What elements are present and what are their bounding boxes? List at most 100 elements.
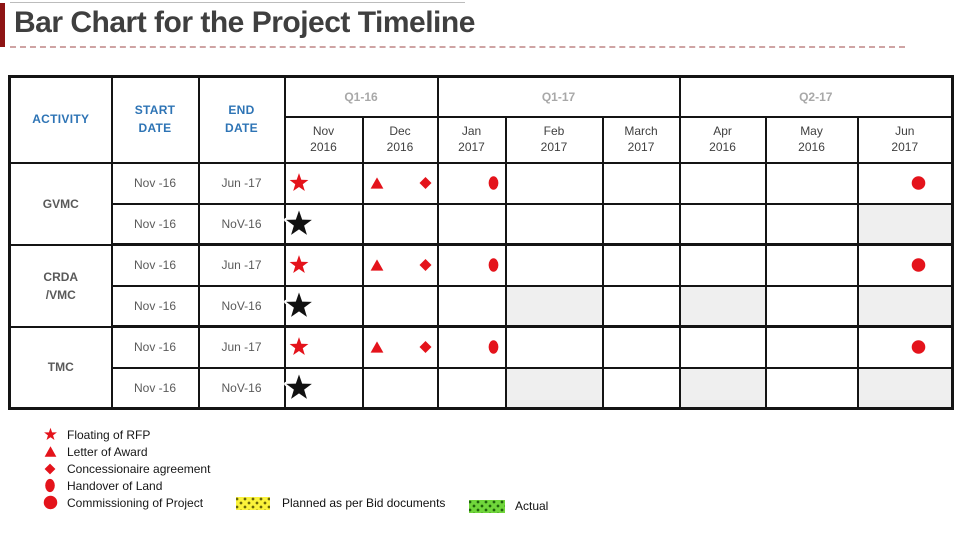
- activity-header: ACTIVITY: [8, 75, 113, 164]
- actual-bar-legend: Actual: [469, 499, 548, 513]
- legend-item: Concessionaire agreement: [38, 460, 210, 477]
- planned-bar-cell: [436, 325, 507, 369]
- floating-of-rfp-star-icon: [287, 254, 310, 276]
- month-march-2017: March 2017: [601, 115, 681, 164]
- planned-bar-cell: [856, 325, 954, 369]
- left-accent-bar: [0, 3, 5, 47]
- planned-bar-cell: [601, 325, 681, 369]
- start-date-cell: Nov -16: [110, 243, 200, 287]
- month-jun-2017: Jun 2017: [856, 115, 954, 164]
- empty-cell: [764, 366, 859, 410]
- empty-cell: [601, 202, 681, 246]
- empty-cell: [436, 366, 507, 410]
- planned-bar-cell: [856, 243, 954, 287]
- empty-cell: [601, 366, 681, 410]
- planned-bar-cell: [283, 161, 364, 205]
- end-date-cell: Jun -17: [197, 325, 286, 369]
- diamond-icon: [38, 463, 62, 475]
- month-may-2016: May 2016: [764, 115, 859, 164]
- planned-bar-cell: [504, 325, 604, 369]
- concessionaire-agreement-diamond-icon: [418, 258, 433, 273]
- planned-bar-cell: [678, 161, 767, 205]
- floating-of-rfp-star-icon: [287, 336, 310, 358]
- end-date-cell: NoV-16: [197, 202, 286, 246]
- planned-bar-cell: [436, 243, 507, 287]
- empty-gray-cell: [856, 202, 954, 246]
- end-date-cell: Jun -17: [197, 161, 286, 205]
- planned-bar-cell: [436, 161, 507, 205]
- quarter-q1-17: Q1-17: [436, 75, 681, 118]
- actual-start-black-star-icon: [283, 208, 314, 239]
- legend-item: Letter of Award: [38, 443, 210, 460]
- empty-gray-cell: [678, 366, 767, 410]
- empty-gray-cell: [678, 284, 767, 328]
- planned-bar-cell: [601, 243, 681, 287]
- gvmc-planned-row: GVMC Nov -16 Jun -17: [8, 161, 954, 246]
- tmc-actual-row: Nov -16 NoV-16: [10, 366, 954, 410]
- legend-label: Concessionaire agreement: [67, 461, 211, 476]
- actual-bar-cell: [283, 284, 364, 328]
- quarter-header-row: ACTIVITY START DATE END DATE Q1-16 Q1-17…: [8, 75, 954, 164]
- gvmc-actual-row: Nov -16 NoV-16: [10, 202, 954, 246]
- month-nov-2016: Nov 2016: [283, 115, 364, 164]
- start-date-header: START DATE: [110, 75, 200, 164]
- commissioning-of-project-circle-icon: [910, 339, 927, 356]
- planned-bar-cell: [361, 243, 439, 287]
- commissioning-of-project-circle-icon: [910, 175, 927, 192]
- crda-vmc-actual-row: Nov -16 NoV-16: [10, 284, 954, 328]
- empty-cell: [504, 202, 604, 246]
- top-divider-line: [10, 2, 465, 3]
- actual-legend-label: Actual: [515, 499, 549, 513]
- planned-bar-cell: [856, 161, 954, 205]
- month-apr-2016: Apr 2016: [678, 115, 767, 164]
- letter-of-award-triangle-icon: [369, 175, 385, 191]
- tmc-planned-row: TMC Nov -16 Jun -17: [8, 325, 954, 410]
- planned-bar-cell: [764, 161, 859, 205]
- commissioning-of-project-circle-icon: [910, 257, 927, 274]
- handover-of-land-ellipse-icon: [486, 338, 501, 356]
- actual-bar-cell: [283, 202, 364, 246]
- ellipse-icon: [38, 478, 62, 493]
- handover-of-land-ellipse-icon: [486, 174, 501, 192]
- empty-cell: [436, 284, 507, 328]
- actual-swatch: [469, 499, 505, 513]
- planned-swatch: [236, 496, 270, 510]
- planned-bar-cell: [678, 325, 767, 369]
- legend-label: Handover of Land: [67, 478, 163, 493]
- legend-label: Floating of RFP: [67, 427, 151, 442]
- planned-bar-cell: [504, 243, 604, 287]
- empty-cell: [678, 202, 767, 246]
- start-date-cell: Nov -16: [110, 366, 200, 410]
- actual-bar-cell: [361, 366, 439, 410]
- actual-bar-cell: [361, 202, 439, 246]
- end-date-cell: NoV-16: [197, 284, 286, 328]
- legend-item: Floating of RFP: [38, 426, 210, 443]
- actual-start-black-star-icon: [283, 372, 314, 403]
- planned-bar-cell: [601, 161, 681, 205]
- floating-of-rfp-star-icon: [287, 172, 310, 194]
- legend-label: Commissioning of Project: [67, 495, 204, 510]
- title-dashed-underline: [10, 46, 905, 48]
- empty-cell: [764, 284, 859, 328]
- planned-bar-legend: Planned as per Bid documents: [236, 496, 445, 510]
- planned-bar-cell: [283, 325, 364, 369]
- start-date-cell: Nov -16: [110, 325, 200, 369]
- activity-cell: TMC: [8, 325, 113, 410]
- milestone-legend: Floating of RFP Letter of Award Concessi…: [38, 426, 210, 511]
- month-header-row: Nov 2016 Dec 2016 Jan 2017 Feb 2017 Marc…: [10, 115, 954, 164]
- crda-vmc-planned-row: CRDA /VMC Nov -16 Jun -17: [8, 243, 954, 328]
- star-icon: [38, 427, 62, 442]
- planned-bar-cell: [361, 161, 439, 205]
- legend-item: Commissioning of Project: [38, 494, 210, 511]
- empty-gray-cell: [856, 366, 954, 410]
- circle-icon: [38, 495, 62, 510]
- end-date-cell: Jun -17: [197, 243, 286, 287]
- actual-bar-cell: [283, 366, 364, 410]
- start-date-cell: Nov -16: [110, 161, 200, 205]
- month-dec-2016: Dec 2016: [361, 115, 439, 164]
- empty-gray-cell: [504, 284, 604, 328]
- end-date-cell: NoV-16: [197, 366, 286, 410]
- planned-bar-cell: [283, 243, 364, 287]
- empty-cell: [764, 202, 859, 246]
